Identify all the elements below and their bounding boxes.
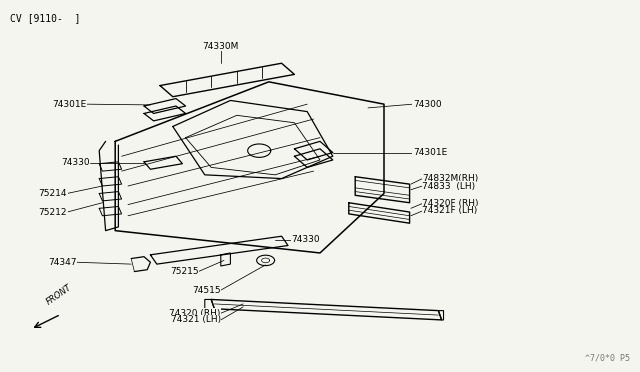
Text: 74515: 74515: [192, 286, 221, 295]
Text: 74330: 74330: [61, 158, 90, 167]
Text: 75212: 75212: [38, 208, 67, 217]
Text: CV [9110-  ]: CV [9110- ]: [10, 13, 80, 23]
Text: 74320F (RH): 74320F (RH): [422, 199, 479, 208]
Text: 74330: 74330: [291, 235, 320, 244]
Text: 74321 (LH): 74321 (LH): [171, 315, 221, 324]
Text: 74330M: 74330M: [203, 42, 239, 51]
Text: 74320 (RH): 74320 (RH): [170, 309, 221, 318]
Text: ^7/0*0 P5: ^7/0*0 P5: [586, 354, 630, 363]
Text: 74347: 74347: [48, 258, 77, 267]
Text: FRONT: FRONT: [45, 283, 74, 307]
Text: 74301E: 74301E: [413, 148, 447, 157]
Text: 75215: 75215: [170, 267, 198, 276]
Text: 74301E: 74301E: [52, 100, 86, 109]
Text: 74321F (LH): 74321F (LH): [422, 206, 477, 215]
Text: 74300: 74300: [413, 100, 442, 109]
Text: 74832M(RH): 74832M(RH): [422, 174, 479, 183]
Text: 75214: 75214: [38, 189, 67, 198]
Text: 74833  (LH): 74833 (LH): [422, 182, 476, 190]
